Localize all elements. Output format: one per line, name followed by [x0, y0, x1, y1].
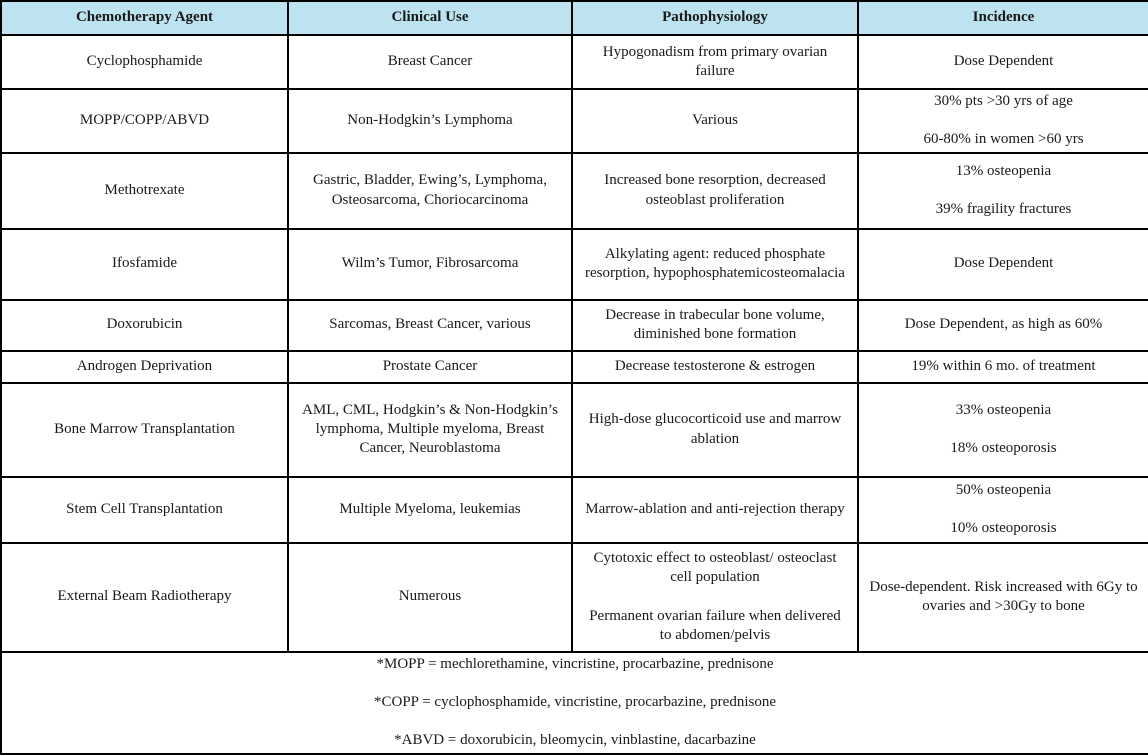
cell-pathophysiology: Cytotoxic effect to osteoblast/ osteocla…	[571, 541, 859, 653]
cell-pathophysiology: Increased bone resorption, decreased ost…	[571, 151, 859, 230]
cell-incidence: 13% osteopenia 39% fragility fractures	[857, 151, 1148, 230]
table-row-androgen-deprivation: Androgen Deprivation Prostate Cancer Dec…	[0, 349, 1148, 384]
cell-incidence: 33% osteopenia 18% osteoporosis	[857, 381, 1148, 478]
cell-clinical-use: Numerous	[287, 541, 573, 653]
cell-agent: Cyclophosphamide	[0, 34, 289, 90]
table-row-doxorubicin: Doxorubicin Sarcomas, Breast Cancer, var…	[0, 298, 1148, 352]
table-row-methotrexate: Methotrexate Gastric, Bladder, Ewing’s, …	[0, 151, 1148, 230]
cell-pathophysiology: Marrow-ablation and anti-rejection thera…	[571, 475, 859, 544]
column-header-clinical-use: Clinical Use	[287, 0, 573, 36]
cell-incidence: 30% pts >30 yrs of age 60-80% in women >…	[857, 88, 1148, 154]
footnotes-row: *MOPP = mechlorethamine, vincristine, pr…	[0, 650, 1148, 755]
cell-agent: Bone Marrow Transplantation	[0, 381, 289, 478]
cell-incidence: Dose Dependent, as high as 60%	[857, 298, 1148, 352]
column-header-incidence: Incidence	[857, 0, 1148, 36]
table-row-bone-marrow-transplantation: Bone Marrow Transplantation AML, CML, Ho…	[0, 381, 1148, 478]
cell-incidence: Dose-dependent. Risk increased with 6Gy …	[857, 541, 1148, 653]
cell-agent: Ifosfamide	[0, 227, 289, 301]
cell-pathophysiology: High-dose glucocorticoid use and marrow …	[571, 381, 859, 478]
cell-agent: Androgen Deprivation	[0, 349, 289, 384]
column-header-pathophysiology: Pathophysiology	[571, 0, 859, 36]
header-row: Chemotherapy Agent Clinical Use Pathophy…	[0, 0, 1148, 36]
table-row-ifosfamide: Ifosfamide Wilm’s Tumor, Fibrosarcoma Al…	[0, 227, 1148, 301]
cell-pathophysiology: Various	[571, 88, 859, 154]
table-row-stem-cell-transplantation: Stem Cell Transplantation Multiple Myelo…	[0, 475, 1148, 544]
cell-clinical-use: Wilm’s Tumor, Fibrosarcoma	[287, 227, 573, 301]
cell-clinical-use: Multiple Myeloma, leukemias	[287, 475, 573, 544]
table-row-external-beam-radiotherapy: External Beam Radiotherapy Numerous Cyto…	[0, 541, 1148, 653]
cell-agent: MOPP/COPP/ABVD	[0, 88, 289, 154]
cell-clinical-use: Breast Cancer	[287, 34, 573, 90]
table-row-mopp-copp-abvd: MOPP/COPP/ABVD Non-Hodgkin’s Lymphoma Va…	[0, 88, 1148, 154]
cell-pathophysiology: Alkylating agent: reduced phosphate reso…	[571, 227, 859, 301]
table-row-cyclophosphamide: Cyclophosphamide Breast Cancer Hypogonad…	[0, 34, 1148, 90]
cell-pathophysiology: Decrease in trabecular bone volume, dimi…	[571, 298, 859, 352]
cell-clinical-use: AML, CML, Hodgkin’s & Non-Hodgkin’s lymp…	[287, 381, 573, 478]
cell-pathophysiology: Hypogonadism from primary ovarian failur…	[571, 34, 859, 90]
cell-incidence: Dose Dependent	[857, 227, 1148, 301]
cell-clinical-use: Non-Hodgkin’s Lymphoma	[287, 88, 573, 154]
column-header-chemotherapy-agent: Chemotherapy Agent	[0, 0, 289, 36]
cell-agent: External Beam Radiotherapy	[0, 541, 289, 653]
cell-clinical-use: Sarcomas, Breast Cancer, various	[287, 298, 573, 352]
cell-incidence: Dose Dependent	[857, 34, 1148, 90]
cell-agent: Stem Cell Transplantation	[0, 475, 289, 544]
cell-incidence: 50% osteopenia 10% osteoporosis	[857, 475, 1148, 544]
cell-pathophysiology: Decrease testosterone & estrogen	[571, 349, 859, 384]
cell-clinical-use: Prostate Cancer	[287, 349, 573, 384]
cell-incidence: 19% within 6 mo. of treatment	[857, 349, 1148, 384]
cell-clinical-use: Gastric, Bladder, Ewing’s, Lymphoma, Ost…	[287, 151, 573, 230]
footnotes-cell: *MOPP = mechlorethamine, vincristine, pr…	[0, 650, 1148, 755]
cell-agent: Methotrexate	[0, 151, 289, 230]
cell-agent: Doxorubicin	[0, 298, 289, 352]
